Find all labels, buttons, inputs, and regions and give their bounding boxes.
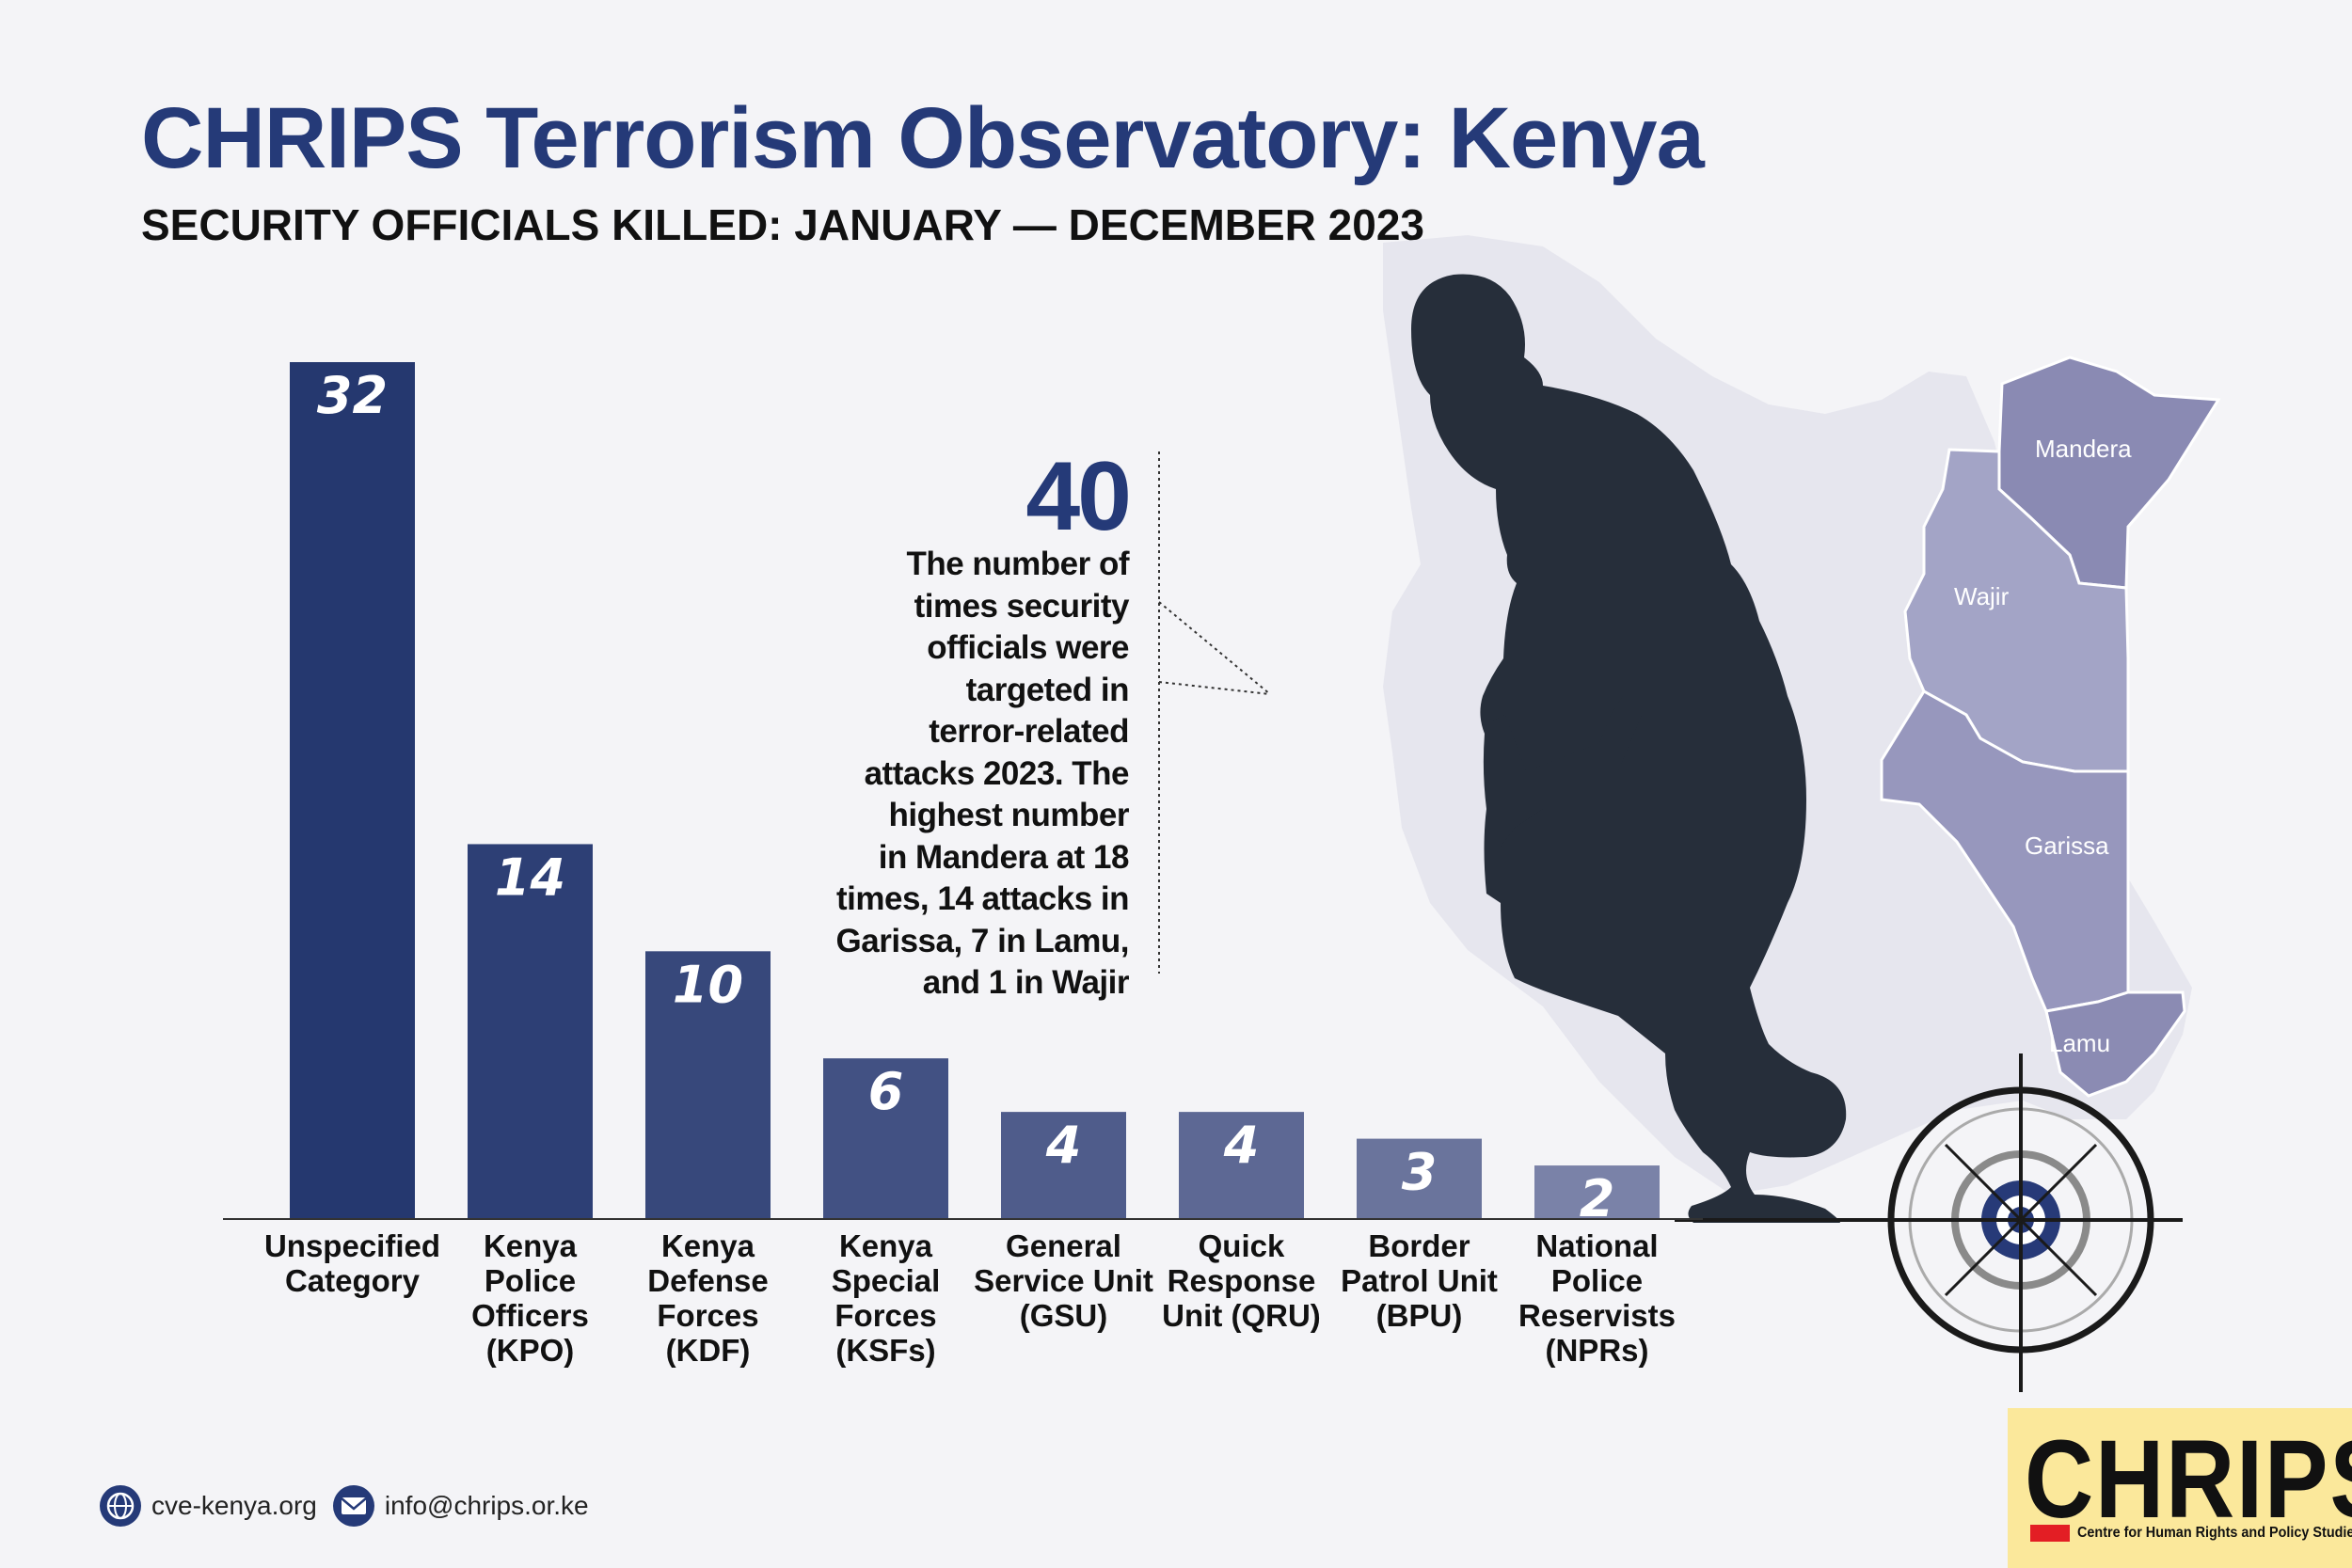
category-label-line: Unit (QRU) xyxy=(1162,1298,1321,1333)
callout-pointer-diag xyxy=(1158,601,1271,695)
logo-wordmark: CHRIPS xyxy=(2025,1418,2352,1542)
bar-2 xyxy=(645,951,771,1219)
category-label-line: Patrol Unit xyxy=(1341,1263,1498,1298)
bar-3 xyxy=(823,1058,948,1219)
category-label-line: Defense xyxy=(647,1263,768,1298)
category-label-line: Kenya xyxy=(484,1228,578,1263)
bar-6 xyxy=(1357,1138,1482,1219)
callout-line-0: The number of xyxy=(906,546,1129,582)
category-label-line: Forces xyxy=(657,1298,758,1333)
callout-line-6: highest number xyxy=(888,797,1129,833)
callout-line-10: and 1 in Wajir xyxy=(922,964,1130,1001)
category-label-line: Kenya xyxy=(839,1228,933,1263)
category-label-3: Kenya Special Forces (KSFs) xyxy=(832,1228,941,1368)
crosshair-diag-2 xyxy=(1944,1143,2098,1297)
bar-4 xyxy=(1001,1112,1126,1219)
region-label-mandera: Mandera xyxy=(2035,435,2132,463)
soldier-silhouette xyxy=(1411,274,1847,1223)
bar-value-label-5: 4 xyxy=(1223,1116,1260,1175)
bar-0 xyxy=(290,362,415,1219)
region-lamu xyxy=(2044,990,2186,1098)
callout-description: The number of times security officials wer… xyxy=(771,544,1130,1005)
footer-website-text[interactable]: cve-kenya.org xyxy=(151,1491,317,1520)
callout-pointer xyxy=(1158,451,1271,974)
category-label-line: (BPU) xyxy=(1376,1298,1463,1333)
callout-number: 40 xyxy=(1025,442,1132,551)
category-label-line: Unspecified xyxy=(264,1228,440,1263)
category-label-5: Quick Response Unit (QRU) xyxy=(1162,1228,1321,1333)
category-label-line: (KPO) xyxy=(486,1333,575,1368)
category-label-7: National Police Reservists (NPRs) xyxy=(1518,1228,1676,1368)
bar-value-label-3: 6 xyxy=(868,1062,904,1121)
category-label-line: Kenya xyxy=(661,1228,755,1263)
region-label-wajir: Wajir xyxy=(1954,582,2010,610)
callout-line-1: times security xyxy=(914,587,1130,625)
bar-value-label-0: 32 xyxy=(317,366,388,425)
chrips-logo: CHRIPS Centre for Human Rights and Polic… xyxy=(2008,1408,2352,1568)
callout-line-2: officials were xyxy=(927,629,1129,666)
category-label-line: Forces xyxy=(834,1298,936,1333)
footer: cve-kenya.org info@chrips.or.ke xyxy=(99,1484,604,1528)
category-label-line: Special xyxy=(832,1263,941,1298)
category-label-line: (KDF) xyxy=(666,1333,751,1368)
category-label-line: (GSU) xyxy=(1020,1298,1108,1333)
globe-icon xyxy=(100,1485,141,1527)
category-label-line: Quick xyxy=(1199,1228,1285,1263)
category-label-line: General xyxy=(1006,1228,1121,1263)
soldier-rifle xyxy=(1485,696,1642,847)
category-label-line: Police xyxy=(485,1263,576,1298)
bar-5 xyxy=(1179,1112,1304,1219)
region-label-garissa: Garissa xyxy=(2025,832,2109,860)
region-label-lamu: Lamu xyxy=(2049,1029,2110,1057)
soldier-body xyxy=(1411,274,1847,1223)
category-label-line: Reservists xyxy=(1518,1298,1676,1333)
category-label-line: Police xyxy=(1551,1263,1643,1298)
callout-line-7: in Mandera at 18 xyxy=(878,838,1130,876)
bar-1 xyxy=(468,844,593,1219)
page-title: CHRIPS Terrorism Observatory: Kenya xyxy=(141,90,1705,186)
mail-icon xyxy=(332,1485,374,1527)
category-label-line: Border xyxy=(1368,1228,1470,1263)
category-label-4: General Service Unit (GSU) xyxy=(974,1228,1153,1333)
callout-line-4: terror-related xyxy=(929,713,1129,750)
footer-website[interactable]: cve-kenya.org xyxy=(99,1484,317,1528)
category-label-line: (NPRs) xyxy=(1545,1333,1648,1368)
category-label-line: Officers xyxy=(471,1298,589,1333)
callout-line-8: times, 14 attacks in xyxy=(836,880,1130,917)
callout: 40 The number of times security officials … xyxy=(771,442,1132,1005)
category-label-2: Kenya Defense Forces (KDF) xyxy=(647,1228,768,1368)
callout-line-3: targeted in xyxy=(965,671,1130,708)
bar-value-label-1: 14 xyxy=(495,847,565,907)
footer-email[interactable]: info@chrips.or.ke xyxy=(332,1484,589,1528)
bar-7 xyxy=(1534,1165,1660,1219)
callout-line-5: attacks 2023. The xyxy=(864,754,1130,792)
bar-value-label-6: 3 xyxy=(1402,1143,1438,1202)
logo-tagline: Centre for Human Rights and Policy Studi… xyxy=(2077,1525,2352,1541)
footer-email-text[interactable]: info@chrips.or.ke xyxy=(384,1491,589,1520)
category-label-line: Category xyxy=(285,1263,421,1298)
category-label-1: Kenya Police Officers (KPO) xyxy=(471,1228,589,1368)
category-label-0: Unspecified Category xyxy=(264,1228,440,1298)
category-label-line: Response xyxy=(1168,1263,1316,1298)
page-subtitle: SECURITY OFFICIALS KILLED: JANUARY — DEC… xyxy=(141,200,1425,249)
callout-line-9: Garissa, 7 in Lamu, xyxy=(835,922,1130,959)
category-label-line: (KSFs) xyxy=(835,1333,935,1368)
bar-value-label-2: 10 xyxy=(673,955,743,1014)
category-label-line: Service Unit xyxy=(974,1263,1153,1298)
bar-value-label-4: 4 xyxy=(1045,1116,1082,1175)
crosshair-icon xyxy=(1675,1053,2183,1392)
category-label-6: Border Patrol Unit (BPU) xyxy=(1341,1228,1498,1333)
callout-pointer-flat xyxy=(1158,681,1271,695)
logo-red-bar xyxy=(2030,1525,2070,1542)
category-label-line: National xyxy=(1535,1228,1658,1263)
